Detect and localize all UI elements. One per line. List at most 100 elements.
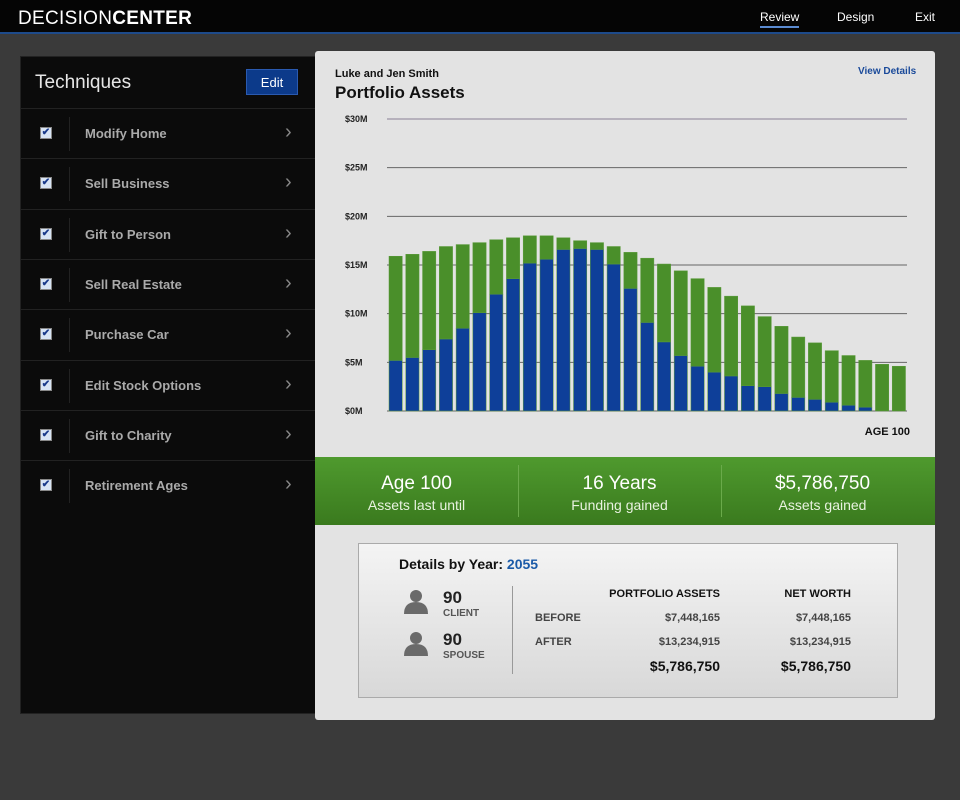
bar-segment [590, 242, 604, 250]
y-tick-label: $30M [345, 114, 368, 124]
nav-exit[interactable]: Exit [915, 10, 936, 24]
checkbox[interactable]: ✔ [40, 479, 52, 492]
bar-segment [690, 365, 705, 412]
bar-segment [891, 365, 906, 412]
stat-value: $5,786,750 [774, 473, 871, 494]
technique-row[interactable]: ✔ Sell Business › [21, 158, 315, 208]
checkbox[interactable]: ✔ [40, 428, 52, 441]
stat-value: Age 100 [381, 473, 452, 494]
technique-row[interactable]: ✔ Retirement Ages › [21, 460, 315, 510]
technique-label: Modify Home [85, 126, 167, 141]
y-tick-label: $25M [345, 163, 368, 173]
bar-segment [606, 246, 621, 265]
bar-segment [489, 239, 504, 295]
bar-segment [808, 399, 822, 412]
bar-segment [506, 278, 520, 412]
stat: 16 Years Funding gained [518, 457, 721, 525]
separator [518, 465, 519, 517]
bar-segment [472, 312, 487, 412]
bar-segment [774, 393, 789, 412]
stat-label: Assets last until [367, 497, 466, 513]
sidebar: Techniques Edit ✔ Modify Home › ✔ Sell Busin… [20, 56, 316, 714]
technique-row[interactable]: ✔ Purchase Car › [21, 309, 315, 359]
brand-bold: CENTER [112, 8, 193, 29]
bar-segment [422, 349, 437, 412]
sidebar-title: Techniques [35, 72, 132, 93]
separator [69, 368, 70, 403]
person: 90 CLIENT [403, 588, 523, 628]
details-year: 2055 [506, 556, 539, 572]
nav-design[interactable]: Design [837, 10, 875, 24]
bar-segment [556, 237, 571, 250]
bar-segment [640, 322, 655, 412]
technique-row[interactable]: ✔ Modify Home › [21, 108, 315, 158]
bar-segment [707, 287, 722, 373]
bar-segment [556, 249, 571, 412]
chevron: › [285, 372, 292, 395]
bar-segment [506, 237, 520, 279]
y-tick-label: $15M [345, 260, 368, 270]
panel: Luke and Jen Smith Portfolio Assets View… [315, 51, 935, 720]
bar-segment [791, 397, 806, 412]
checkbox[interactable]: ✔ [40, 328, 52, 341]
person-role: CLIENT [443, 608, 480, 619]
bar-segment [539, 258, 554, 412]
bar-segment [707, 371, 722, 412]
bar-segment [724, 375, 739, 412]
cell: $13,234,915 [789, 636, 851, 648]
bar-segment [405, 357, 420, 412]
bar-segment [606, 263, 621, 412]
nav-review[interactable]: Review [760, 10, 800, 28]
top-bar: DECISIONCENTER Review Design Exit [0, 0, 960, 34]
cell: $7,448,165 [664, 612, 720, 624]
bar-segment [405, 254, 420, 358]
bar-segment [388, 255, 403, 361]
chevron: › [285, 171, 292, 194]
bar-segment [724, 295, 739, 377]
person-icon [404, 632, 428, 656]
bar-segment [858, 406, 873, 412]
chevron: › [285, 473, 292, 496]
bar-segment [741, 385, 755, 412]
bar-segment [741, 305, 755, 386]
annotation: AGE 100 [865, 426, 910, 438]
chevron: › [285, 121, 292, 143]
bar-segment [690, 278, 705, 367]
technique-row[interactable]: ✔ Gift to Charity › [21, 409, 315, 460]
checkbox[interactable]: ✔ [40, 277, 52, 290]
separator [69, 167, 70, 202]
y-tick-label: $10M [345, 309, 368, 319]
bar-segment [757, 316, 772, 387]
checkbox[interactable]: ✔ [40, 227, 52, 240]
details-title: Details by Year: 2055 [399, 556, 538, 572]
technique-row[interactable]: ✔ Gift to Person › [21, 208, 315, 259]
checkbox[interactable]: ✔ [40, 127, 52, 139]
cell: $13,234,915 [658, 636, 720, 648]
bar-segment [439, 338, 453, 412]
bar-segment [522, 235, 537, 264]
checkbox[interactable]: ✔ [40, 177, 52, 190]
stat: Age 100 Assets last until [315, 457, 518, 525]
bar-segment [808, 342, 822, 400]
technique-row[interactable]: ✔ Edit Stock Options › [21, 359, 315, 410]
chevron: › [285, 322, 292, 345]
view-details[interactable]: View Details [858, 66, 917, 77]
technique-label: Retirement Ages [85, 478, 188, 494]
checkbox[interactable]: ✔ [40, 378, 52, 391]
technique-row[interactable]: ✔ Sell Real Estate › [21, 258, 315, 309]
client-name: Luke and Jen Smith [335, 68, 439, 80]
bar-segment [623, 288, 638, 412]
row-label: AFTER [535, 636, 572, 648]
y-tick-label: $20M [345, 211, 368, 221]
total: $5,786,750 [780, 658, 851, 674]
person-age: 90 [443, 630, 462, 649]
column-header: NET WORTH [784, 588, 851, 600]
bar-segment [841, 404, 856, 412]
person: 90 SPOUSE [403, 630, 523, 670]
bar-segment [757, 386, 772, 412]
stat: $5,786,750 Assets gained [721, 457, 924, 525]
edit-button[interactable]: Edit [246, 69, 298, 95]
total: $5,786,750 [649, 658, 720, 674]
separator [69, 117, 70, 151]
